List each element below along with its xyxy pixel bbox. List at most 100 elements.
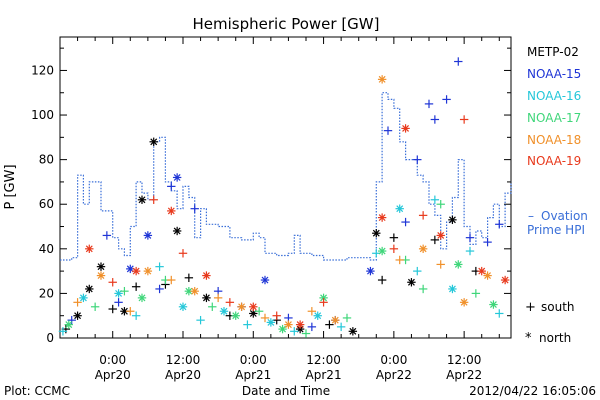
data-point	[366, 266, 375, 276]
data-point	[67, 315, 76, 325]
data-point	[149, 195, 158, 204]
series-noaa-16	[58, 195, 504, 336]
data-point	[260, 275, 270, 285]
data-point	[483, 237, 492, 247]
data-point	[137, 293, 147, 303]
data-point	[64, 320, 73, 329]
y-tick-label: 60	[39, 197, 54, 211]
data-point	[395, 255, 404, 265]
data-point	[424, 99, 434, 109]
data-point	[149, 137, 158, 146]
data-point	[202, 293, 211, 303]
chart-title: Hemispheric Power [GW]	[193, 15, 380, 33]
data-point	[260, 313, 270, 323]
data-point	[143, 266, 153, 276]
data-point	[389, 244, 399, 254]
data-point	[454, 260, 463, 269]
data-point	[172, 173, 182, 182]
data-point	[284, 320, 293, 329]
data-point	[58, 327, 68, 336]
data-point	[79, 293, 88, 303]
data-point	[266, 318, 276, 327]
data-point	[126, 307, 135, 316]
data-point	[348, 327, 358, 336]
data-point	[85, 284, 94, 294]
data-point	[471, 289, 481, 298]
plot-timestamp: 2012/04/22 16:05:06	[469, 384, 596, 398]
data-point	[319, 298, 328, 307]
data-point	[301, 329, 311, 338]
data-point	[313, 311, 322, 320]
y-tick-label: 0	[46, 331, 54, 345]
y-axis-label: P [GW]	[3, 164, 18, 209]
plot-frame	[59, 36, 512, 339]
legend-item-noaa-18: NOAA-18	[527, 133, 581, 147]
data-point	[413, 155, 422, 164]
data-point	[401, 217, 410, 227]
data-point	[114, 289, 123, 298]
x-tick-date-label: Apr20	[95, 368, 131, 382]
data-point	[213, 293, 223, 303]
data-point	[401, 124, 410, 133]
data-point	[243, 320, 252, 329]
y-tick-label: 80	[39, 153, 54, 167]
legend-ovation-label: Ovation	[541, 209, 588, 223]
ovation-line	[60, 92, 512, 261]
y-tick-label: 20	[39, 286, 54, 300]
data-point	[395, 204, 404, 213]
data-point	[143, 231, 153, 240]
data-point	[102, 231, 112, 240]
data-point	[184, 273, 194, 282]
data-point	[307, 322, 317, 332]
data-point	[202, 271, 211, 280]
data-point	[459, 115, 469, 124]
data-point	[219, 307, 229, 316]
data-point	[172, 226, 182, 236]
series-noaa-18	[73, 75, 492, 329]
legend-south-label: south	[541, 300, 575, 314]
data-point	[254, 307, 264, 316]
data-point	[120, 286, 129, 296]
data-point	[167, 206, 176, 216]
data-point	[331, 315, 340, 325]
x-axis: 0:00Apr2012:00Apr200:00Apr2112:00Apr210:…	[59, 37, 500, 382]
data-point	[190, 204, 199, 213]
data-point	[465, 246, 475, 256]
data-markers	[58, 57, 510, 338]
legend-ovation-label-line2: Prime HPI	[527, 223, 585, 237]
data-point	[377, 75, 387, 84]
data-point	[325, 320, 334, 329]
data-point	[489, 300, 498, 309]
data-point	[137, 195, 147, 204]
data-point	[436, 260, 445, 269]
data-point	[96, 262, 106, 271]
series-noaa-17	[64, 200, 498, 338]
data-point	[418, 284, 428, 294]
data-point	[448, 215, 457, 225]
data-point	[178, 249, 188, 258]
data-point	[85, 244, 94, 254]
data-point	[448, 284, 457, 294]
data-point	[442, 95, 451, 104]
series-noaa-15	[67, 57, 504, 332]
series-metp-02	[61, 137, 481, 336]
data-point	[307, 307, 317, 316]
data-point	[436, 200, 445, 209]
x-tick-time-label: 0:00	[99, 353, 126, 367]
data-point	[237, 302, 246, 311]
plot-credit: Plot: CCMC	[4, 384, 70, 398]
data-point	[90, 302, 100, 311]
data-point	[190, 286, 199, 296]
x-axis-label: Date and Time	[242, 384, 330, 398]
data-point	[418, 244, 428, 254]
data-point	[96, 271, 106, 280]
data-point	[418, 211, 428, 220]
data-point	[295, 320, 305, 329]
plot-area	[59, 36, 512, 339]
data-point	[108, 278, 117, 287]
x-tick-time-label: 12:00	[306, 353, 341, 367]
series-noaa-19	[85, 115, 510, 329]
data-point	[436, 231, 445, 240]
data-point	[495, 220, 504, 229]
